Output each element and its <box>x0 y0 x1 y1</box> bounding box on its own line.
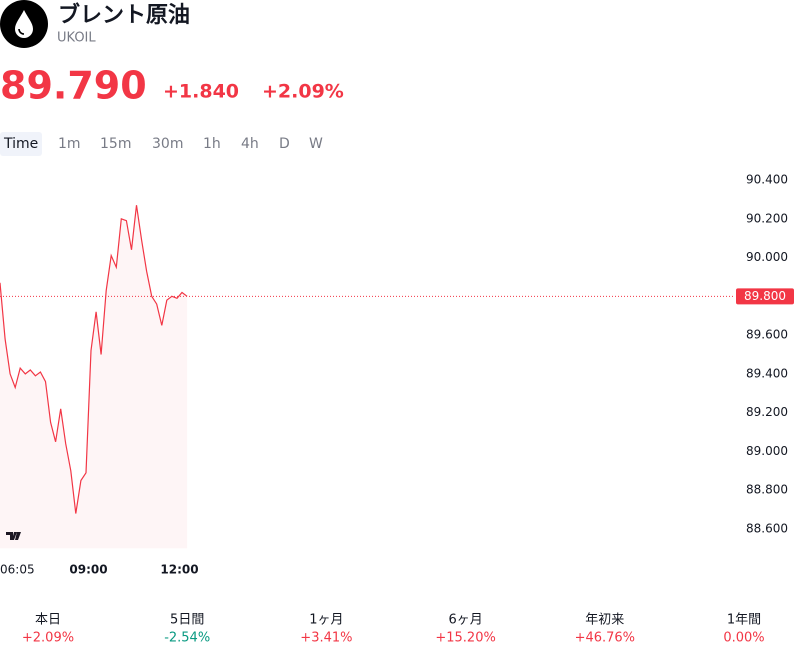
performance-label: 本日 <box>35 613 61 628</box>
change-percent: +2.09% <box>262 81 344 103</box>
area-fill <box>0 205 188 549</box>
last-price-label: 89.800 <box>744 289 786 303</box>
timeframe-tab[interactable]: 15m <box>100 136 131 152</box>
performance-value: +3.41% <box>300 631 352 646</box>
y-tick-label: 89.000 <box>746 444 788 458</box>
x-tick-label: 06:05 <box>0 563 35 577</box>
symbol-icon <box>0 0 48 48</box>
performance-value: 0.00% <box>723 631 764 646</box>
x-tick-label: 09:00 <box>69 563 107 577</box>
price-line <box>0 205 188 514</box>
timeframe-tab[interactable]: 4h <box>241 136 259 152</box>
price: 89.790 <box>0 64 147 108</box>
y-tick-label: 90.200 <box>746 211 788 225</box>
performance-value: +2.09% <box>22 631 74 646</box>
y-tick-label: 89.400 <box>746 366 788 380</box>
performance-label: 5日間 <box>170 613 204 628</box>
x-tick-label: 12:00 <box>160 563 198 577</box>
performance-value: -2.54% <box>164 631 210 646</box>
symbol: UKOIL <box>57 31 96 46</box>
performance-label: 6ヶ月 <box>448 613 482 628</box>
performance-label: 1年間 <box>727 613 761 628</box>
performance-label: 年初来 <box>585 613 624 628</box>
last-price-tag <box>736 288 794 305</box>
timeframe-tab[interactable]: Time <box>3 136 38 152</box>
timeframe-tab[interactable]: D <box>279 136 290 152</box>
timeframe-tab[interactable]: 1m <box>58 136 81 152</box>
active-tab-bg <box>0 132 42 156</box>
performance-value: +15.20% <box>435 631 495 646</box>
tv-logo <box>1 523 27 549</box>
timeframe-tab[interactable]: W <box>309 136 323 152</box>
timeframe-tab[interactable]: 30m <box>152 136 183 152</box>
title: ブレント原油 <box>58 2 190 28</box>
performance-value: +46.76% <box>575 631 635 646</box>
y-tick-label: 90.000 <box>746 250 788 264</box>
performance-label: 1ヶ月 <box>309 613 343 628</box>
y-tick-label: 89.200 <box>746 405 788 419</box>
y-tick-label: 88.800 <box>746 483 788 497</box>
change: +1.840 <box>163 81 239 103</box>
timeframe-tab[interactable]: 1h <box>203 136 221 152</box>
y-tick-label: 88.600 <box>746 522 788 536</box>
y-tick-label: 90.400 <box>746 172 788 186</box>
y-tick-label: 89.600 <box>746 328 788 342</box>
